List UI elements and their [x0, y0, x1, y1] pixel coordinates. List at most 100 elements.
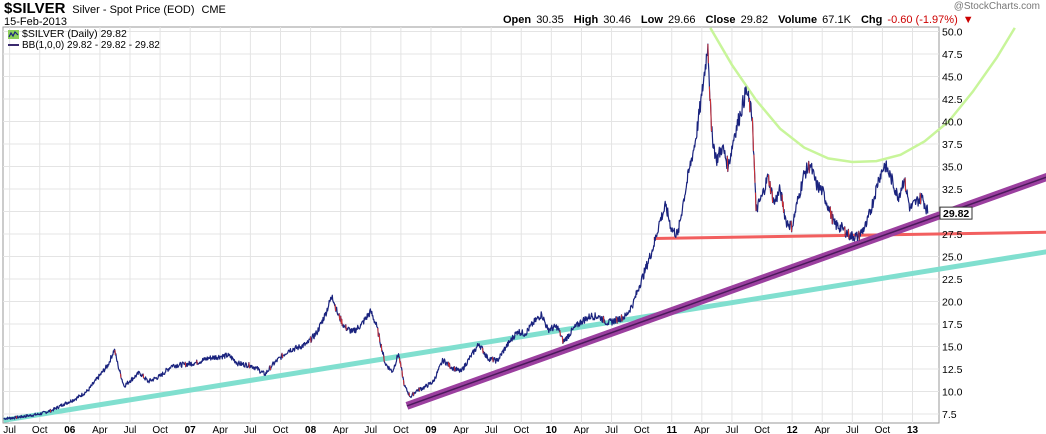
- y-tick-label: 7.5: [942, 409, 957, 421]
- x-tick-label: Jul: [726, 425, 739, 434]
- y-tick-label: 25.0: [942, 252, 963, 264]
- legend-bb-text: BB(1,0,0) 29.82 - 29.82 - 29.82: [22, 40, 160, 51]
- price-drop-segment: [310, 336, 312, 343]
- close-label: Close: [705, 14, 736, 26]
- x-tick-label: Apr: [92, 425, 108, 434]
- x-tick-label: Oct: [152, 425, 168, 434]
- price-drop-segment: [790, 221, 793, 232]
- x-tick-label: 12: [787, 425, 799, 434]
- price-drop-segment: [248, 362, 250, 368]
- price-drop-segment: [398, 357, 401, 364]
- symbol: $SILVER: [4, 0, 66, 17]
- price-drop-segment: [15, 416, 18, 419]
- price-drop-segment: [269, 365, 272, 370]
- open-label: Open: [503, 14, 532, 26]
- chart-date: 15-Feb-2013: [4, 16, 67, 28]
- high-label: High: [573, 14, 599, 26]
- y-tick-label: 15.0: [942, 342, 963, 354]
- down-arrow-icon: ▼: [962, 14, 974, 26]
- green-arc-curve: [709, 27, 1016, 164]
- price-drop-segment: [753, 154, 755, 170]
- price-drop-segment: [707, 44, 709, 64]
- x-tick-label: Oct: [32, 425, 48, 434]
- price-drop-segment: [196, 360, 198, 365]
- x-tick-label: Oct: [273, 425, 289, 434]
- price-drop-segment: [753, 169, 756, 183]
- low-label: Low: [640, 14, 663, 26]
- price-drop-segment: [769, 181, 772, 194]
- y-tick-label: 17.5: [942, 319, 963, 331]
- volume-label: Volume: [778, 14, 818, 26]
- price-drop-segment: [616, 317, 618, 324]
- price-drop-segment: [904, 177, 907, 192]
- x-tick-label: Apr: [574, 425, 590, 434]
- x-tick-label: Jul: [605, 425, 618, 434]
- price-drop-segment: [754, 192, 757, 211]
- close-value: 29.82: [740, 14, 769, 26]
- price-drop-segment: [184, 362, 187, 367]
- exchange: CME: [201, 4, 226, 16]
- x-tick-label: Jul: [3, 425, 16, 434]
- y-tick-label: 45.0: [942, 72, 963, 84]
- symbol-description: Silver - Spot Price (EOD): [72, 4, 195, 16]
- x-tick-label: 07: [185, 425, 197, 434]
- x-tick-label: Oct: [513, 425, 529, 434]
- price-drop-segment: [771, 190, 774, 203]
- low-value: 29.66: [667, 14, 696, 26]
- y-tick-label: 47.5: [942, 49, 963, 61]
- y-tick-label: 37.5: [942, 139, 963, 151]
- x-tick-label: 09: [425, 425, 437, 434]
- y-tick-label: 27.5: [942, 229, 963, 241]
- x-tick-label: Apr: [333, 425, 349, 434]
- price-drop-segment: [561, 336, 564, 344]
- grid: [3, 27, 939, 423]
- teal-support-line: [3, 249, 1046, 423]
- price-drop-segment: [408, 392, 410, 397]
- price-drop-segment: [340, 316, 342, 324]
- x-tick-label: Oct: [875, 425, 891, 434]
- plot-area: [2, 26, 940, 424]
- price-drop-segment: [726, 156, 729, 172]
- price-drop-segment: [119, 373, 122, 378]
- price-drop-segment: [708, 86, 711, 101]
- bb-legend-icon: [8, 44, 19, 47]
- last-price-text: 29.82: [943, 208, 969, 220]
- price-drop-segment: [49, 409, 52, 413]
- y-tick-label: 10.0: [942, 387, 963, 399]
- y-tick-label: 20.0: [942, 297, 963, 309]
- y-axis: 7.510.012.515.017.520.022.525.027.530.03…: [942, 27, 963, 422]
- price-drop-segment: [492, 357, 494, 362]
- chart-title: $SILVER Silver - Spot Price (EOD) CME: [4, 0, 226, 17]
- price-legend-icon: [8, 29, 19, 39]
- y-tick-label: 50.0: [942, 27, 963, 39]
- price-drop-segment: [399, 361, 402, 368]
- y-tick-label: 35.0: [942, 162, 963, 174]
- price-series: [3, 43, 929, 421]
- x-tick-label: Apr: [453, 425, 469, 434]
- legend-price-text: $SILVER (Daily) 29.82: [22, 28, 127, 40]
- last-price-marker: 29.82: [939, 206, 973, 220]
- legend-series-price: $SILVER (Daily) 29.82: [8, 28, 127, 40]
- y-tick-label: 22.5: [942, 274, 963, 286]
- price-drop-segment: [453, 366, 456, 372]
- last-price-box: [939, 206, 973, 220]
- x-tick-label: Jul: [485, 425, 498, 434]
- price-drop-segment: [782, 201, 785, 213]
- x-tick-label: Jul: [244, 425, 257, 434]
- x-tick-label: 11: [666, 425, 677, 434]
- x-tick-label: Jul: [124, 425, 137, 434]
- x-axis: Jul Oct 06 Apr Jul Oct 07 Apr Jul Oct 08 Apr Jul Oct 0…: [3, 425, 918, 434]
- x-tick-label: Apr: [213, 425, 229, 434]
- price-drop-segment: [559, 330, 561, 337]
- chg-label: Chg: [860, 14, 883, 26]
- y-tick-label: 40.0: [942, 117, 963, 129]
- stockcharts-credit: @StockCharts.com: [953, 1, 1040, 12]
- price-drop-segment: [844, 226, 846, 236]
- y-tick-label: 42.5: [942, 94, 963, 106]
- high-value: 30.46: [603, 14, 631, 26]
- ohlc-readout: Open 30.35 High 30.46 Low 29.66 Close 29…: [503, 14, 974, 26]
- open-value: 30.35: [536, 14, 564, 26]
- price-drop-segment: [710, 115, 712, 132]
- chg-value: -0.60 (-1.97%): [887, 14, 958, 26]
